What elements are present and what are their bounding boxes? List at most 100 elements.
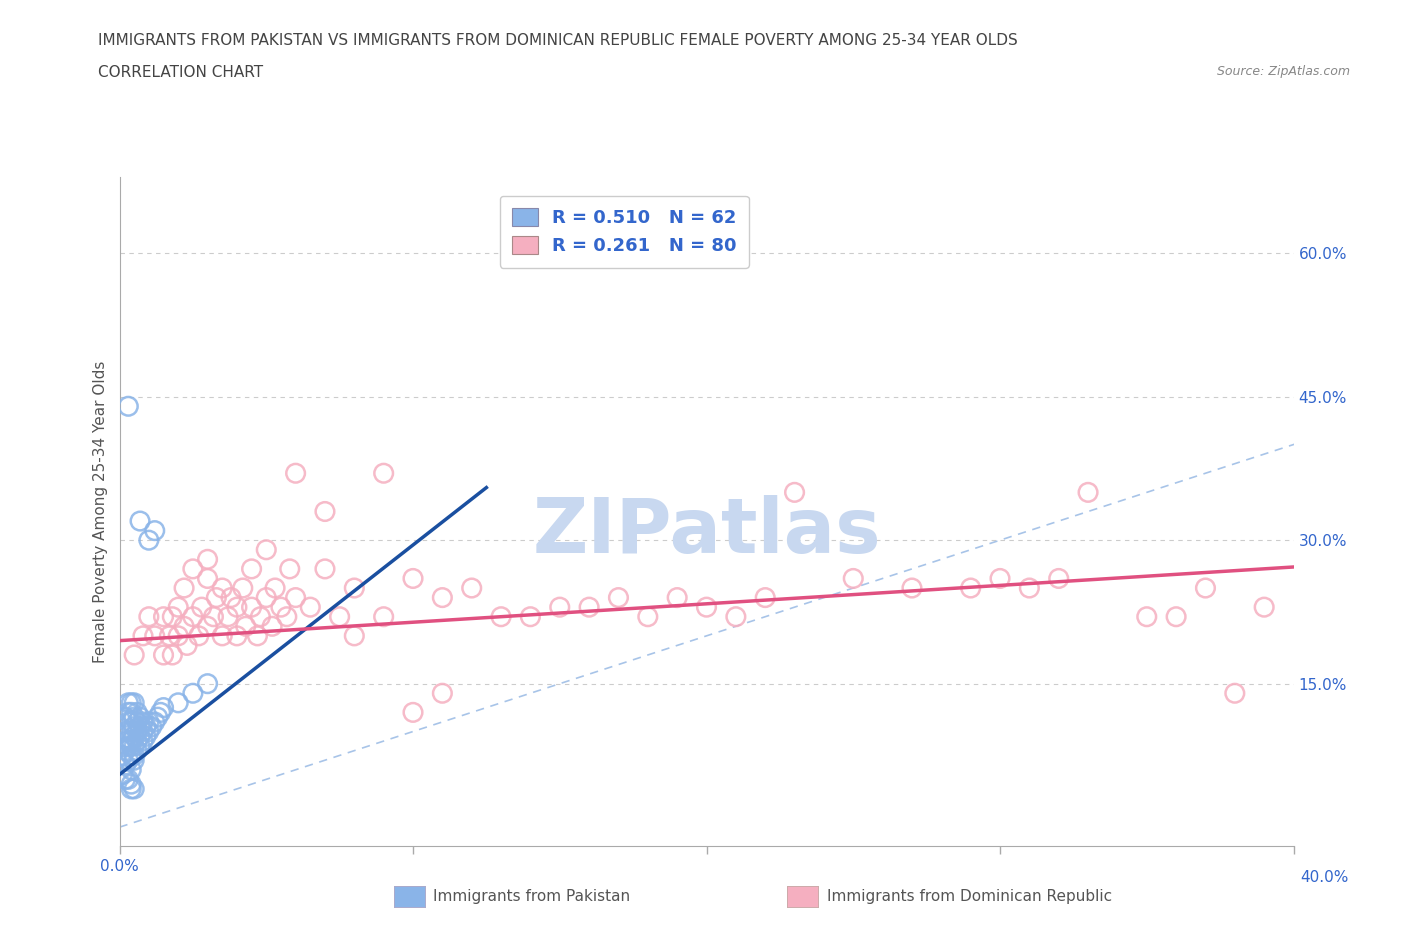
Point	[122, 729, 145, 744]
Point	[190, 600, 212, 615]
Point	[176, 638, 198, 653]
Point	[724, 609, 747, 624]
Point	[460, 580, 484, 595]
Point	[132, 734, 155, 749]
Point	[127, 705, 149, 720]
Point	[117, 724, 139, 739]
Point	[111, 748, 134, 763]
Point	[114, 758, 136, 773]
Point	[432, 591, 454, 605]
Point	[578, 600, 600, 615]
Point	[129, 729, 152, 744]
Point	[120, 696, 142, 711]
Point	[117, 696, 139, 711]
Point	[122, 710, 145, 724]
Point	[211, 580, 233, 595]
Point	[1047, 571, 1070, 586]
Point	[173, 618, 195, 633]
Point	[402, 571, 425, 586]
Point	[1077, 485, 1099, 499]
Point	[167, 629, 190, 644]
Point	[152, 700, 174, 715]
Point	[129, 719, 152, 734]
Point	[373, 466, 395, 481]
Point	[162, 609, 184, 624]
Point	[117, 772, 139, 787]
Point	[219, 591, 242, 605]
Point	[122, 647, 145, 662]
Point	[181, 685, 204, 700]
Point	[314, 504, 336, 519]
Point	[117, 714, 139, 729]
Point	[120, 781, 142, 796]
Y-axis label: Female Poverty Among 25-34 Year Olds: Female Poverty Among 25-34 Year Olds	[93, 360, 108, 663]
Text: CORRELATION CHART: CORRELATION CHART	[98, 65, 263, 80]
Point	[225, 629, 249, 644]
Point	[343, 629, 366, 644]
Point	[197, 618, 219, 633]
Point	[783, 485, 806, 499]
Point	[120, 734, 142, 749]
Point	[149, 705, 172, 720]
Point	[249, 609, 271, 624]
Point	[197, 676, 219, 691]
Point	[162, 647, 184, 662]
Point	[1136, 609, 1159, 624]
Point	[181, 562, 204, 577]
Point	[235, 618, 257, 633]
Point	[901, 580, 924, 595]
Point	[138, 714, 160, 729]
Point	[754, 591, 776, 605]
Point	[225, 600, 249, 615]
Point	[1223, 685, 1246, 700]
Point	[254, 542, 277, 557]
Point	[1164, 609, 1187, 624]
Point	[127, 714, 149, 729]
Legend: R = 0.510   N = 62, R = 0.261   N = 80: R = 0.510 N = 62, R = 0.261 N = 80	[499, 196, 749, 268]
Point	[157, 629, 180, 644]
Point	[329, 609, 352, 624]
Text: Source: ZipAtlas.com: Source: ZipAtlas.com	[1216, 65, 1350, 78]
Point	[262, 618, 284, 633]
Point	[111, 767, 134, 782]
Point	[240, 562, 263, 577]
Point	[120, 714, 142, 729]
Point	[129, 710, 152, 724]
Point	[114, 724, 136, 739]
Point	[167, 696, 190, 711]
Point	[122, 781, 145, 796]
Point	[254, 591, 277, 605]
Point	[132, 629, 155, 644]
Point	[138, 724, 160, 739]
Point	[152, 609, 174, 624]
Point	[232, 580, 254, 595]
Point	[120, 777, 142, 791]
Point	[1253, 600, 1275, 615]
Point	[299, 600, 322, 615]
Point	[138, 533, 160, 548]
Point	[120, 724, 142, 739]
Point	[373, 609, 395, 624]
Point	[284, 466, 307, 481]
Point	[959, 580, 981, 595]
Point	[205, 591, 228, 605]
Text: Immigrants from Dominican Republic: Immigrants from Dominican Republic	[827, 889, 1112, 904]
Point	[548, 600, 571, 615]
Point	[988, 571, 1011, 586]
Text: Immigrants from Pakistan: Immigrants from Pakistan	[433, 889, 630, 904]
Point	[132, 714, 155, 729]
Text: ZIPatlas: ZIPatlas	[533, 495, 880, 568]
Point	[141, 719, 163, 734]
Point	[120, 738, 142, 753]
Point	[135, 719, 157, 734]
Point	[132, 724, 155, 739]
Point	[246, 629, 269, 644]
Point	[127, 724, 149, 739]
Point	[117, 734, 139, 749]
Point	[181, 609, 204, 624]
Point	[314, 562, 336, 577]
Point	[197, 551, 219, 566]
Point	[202, 609, 225, 624]
Point	[607, 591, 630, 605]
Point	[143, 714, 166, 729]
